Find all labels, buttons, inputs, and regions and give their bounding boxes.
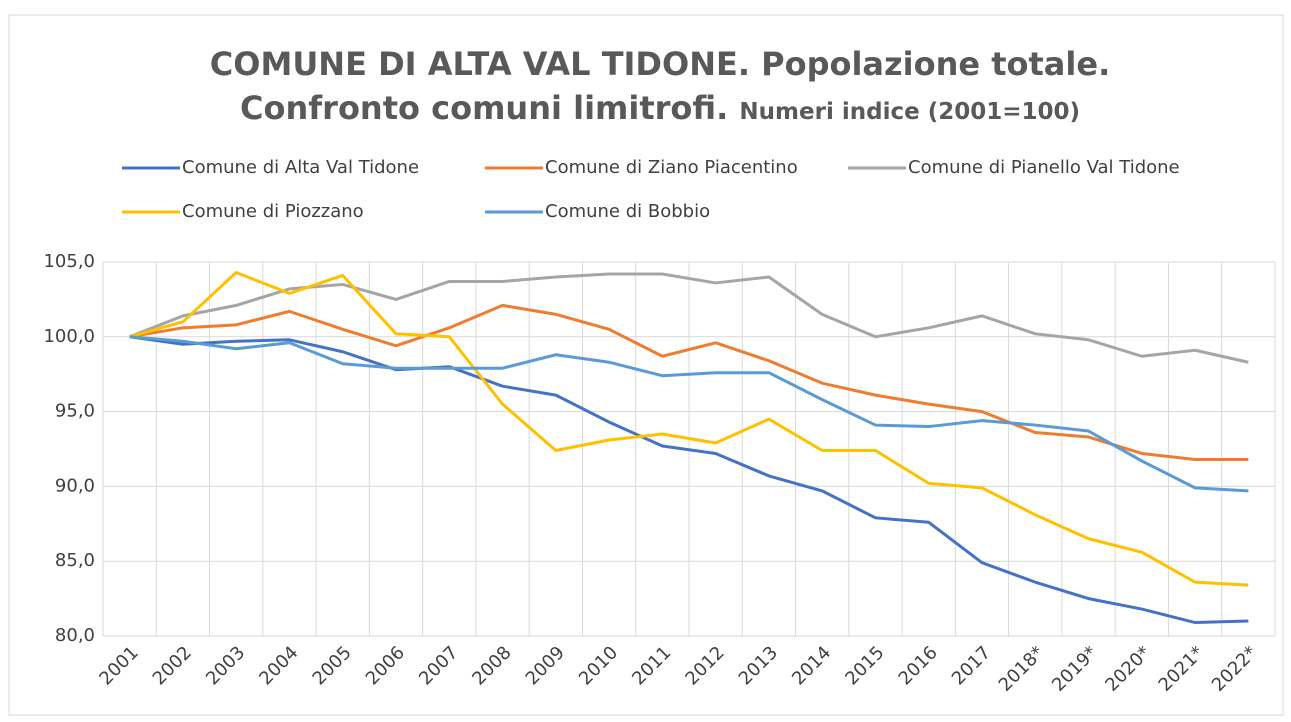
x-tick-label: 2015 [841,642,888,689]
x-tick-label: 2021* [1155,642,1209,696]
y-tick-label: 100,0 [43,326,95,347]
chart-subtitle: Numeri indice (2001=100) [739,99,1081,125]
x-tick-label: 2018* [995,642,1049,696]
x-tick-label: 2017 [948,642,995,689]
x-tick-label: 2016 [895,642,942,689]
y-tick-label: 80,0 [55,625,95,646]
y-tick-label: 85,0 [55,550,95,571]
legend-label: Comune di Alta Val Tidone [182,157,419,178]
x-tick-label: 2002 [149,642,196,689]
x-tick-label: 2019* [1048,642,1102,696]
chart-title: COMUNE DI ALTA VAL TIDONE. Popolazione t… [209,45,1111,127]
legend-label: Comune di Ziano Piacentino [545,157,798,178]
x-tick-label: 2022* [1208,642,1262,696]
legend-label: Comune di Bobbio [545,201,710,222]
chart-border [8,14,1284,716]
series-line [129,270,1249,587]
x-tick-label: 2013 [735,642,782,689]
series-line [129,335,1249,493]
legend-label: Comune di Pianello Val Tidone [908,157,1180,178]
y-tick-label: 95,0 [55,401,95,422]
x-tick-label: 2006 [362,642,409,689]
x-tick-label: 2010 [575,642,622,689]
series-line [129,303,1249,461]
x-tick-label: 2008 [468,642,515,689]
series-line [129,272,1249,364]
x-tick-label: 2004 [255,642,302,689]
x-tick-label: 2014 [788,642,835,689]
y-tick-label: 90,0 [55,475,95,496]
x-tick-label: 2001 [95,642,142,689]
x-tick-label: 2020* [1101,642,1155,696]
x-tick-label: 2005 [309,642,356,689]
y-tick-label: 105,0 [43,251,95,272]
x-tick-label: 2009 [522,642,569,689]
series-line [129,335,1249,625]
title-block: COMUNE DI ALTA VAL TIDONE. Popolazione t… [150,42,1170,134]
x-tick-label: 2011 [628,642,675,689]
x-tick-label: 2007 [415,642,462,689]
x-tick-label: 2012 [681,642,728,689]
legend-label: Comune di Piozzano [182,201,364,222]
x-tick-label: 2003 [202,642,249,689]
